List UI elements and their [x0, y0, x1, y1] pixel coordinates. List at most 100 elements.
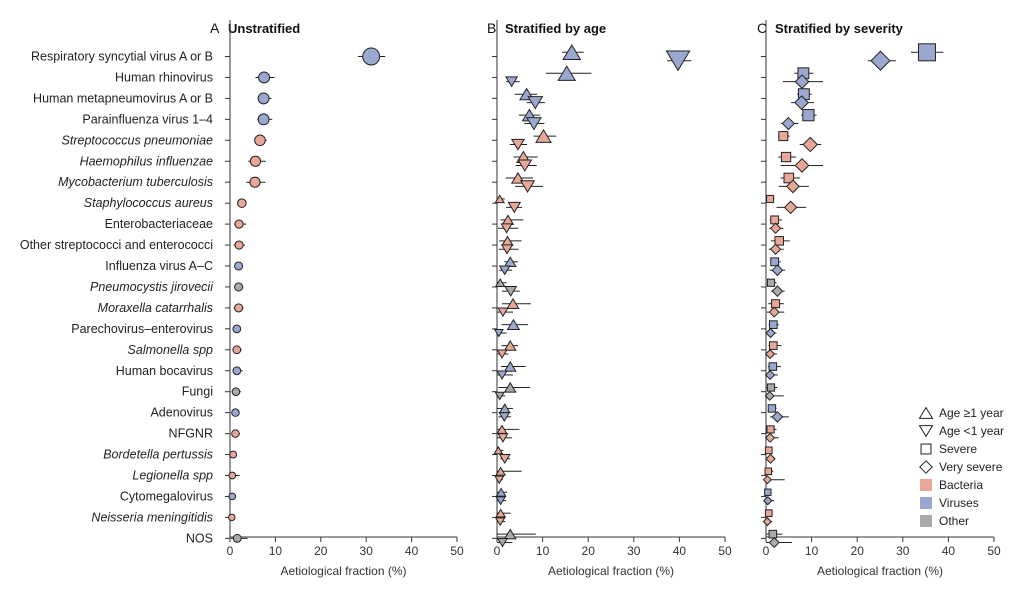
legend-swatch — [920, 497, 932, 509]
data-point — [254, 134, 266, 147]
data-point — [495, 496, 507, 506]
legend-marker — [919, 460, 933, 474]
panel-letter: B — [487, 20, 496, 36]
data-point — [510, 138, 526, 151]
x-tick-label: 20 — [851, 544, 865, 558]
data-point — [765, 432, 776, 443]
data-point — [517, 159, 533, 172]
data-point — [362, 47, 381, 66]
data-point — [258, 71, 271, 84]
data-point — [762, 475, 772, 485]
data-point — [498, 265, 511, 276]
data-point — [494, 278, 506, 287]
data-point — [496, 370, 508, 380]
data-point — [794, 158, 810, 173]
data-point — [770, 215, 780, 225]
data-point — [257, 113, 270, 126]
panel-letter: A — [210, 20, 220, 36]
x-axis-label: Aetiological fraction (%) — [548, 564, 674, 578]
data-point — [503, 339, 517, 351]
data-point — [769, 243, 782, 255]
data-point — [496, 538, 509, 548]
pathogen-label: Parechovirus–enterovirus — [71, 322, 213, 336]
data-point — [765, 369, 776, 381]
data-point — [783, 172, 795, 184]
legend-marker — [918, 425, 934, 438]
data-point — [535, 128, 552, 143]
pathogen-label: Salmonella spp — [128, 343, 214, 357]
legend-label: Severe — [939, 442, 977, 456]
data-point — [231, 429, 240, 438]
x-tick-label: 20 — [582, 544, 596, 558]
data-point — [766, 425, 775, 434]
data-point — [766, 194, 775, 203]
data-point — [764, 467, 773, 476]
pathogen-label: Neisseria meningitidis — [91, 510, 213, 524]
x-tick-label: 50 — [718, 544, 732, 558]
data-point — [503, 360, 517, 372]
data-point — [766, 383, 776, 392]
data-point — [506, 297, 520, 310]
x-tick-label: 30 — [627, 544, 641, 558]
x-tick-label: 10 — [805, 544, 819, 558]
data-point — [234, 303, 244, 313]
data-point — [500, 244, 514, 255]
data-point — [228, 471, 237, 480]
series-age-1-year — [493, 44, 592, 540]
data-point — [503, 528, 517, 540]
pathogen-label: Legionella spp — [132, 469, 213, 483]
data-point — [507, 201, 522, 214]
data-point — [665, 50, 691, 72]
data-point — [495, 466, 507, 476]
data-point — [917, 43, 936, 62]
pathogen-label: Streptococcus pneumoniae — [62, 133, 214, 147]
data-point — [496, 349, 508, 359]
data-point — [794, 95, 809, 110]
data-point — [498, 454, 511, 464]
data-point — [762, 517, 772, 527]
x-tick-label: 40 — [405, 544, 419, 558]
data-point — [232, 345, 242, 355]
legend-swatch — [920, 515, 932, 527]
data-point — [503, 381, 517, 393]
legend-marker — [918, 406, 934, 419]
data-point — [783, 200, 798, 215]
data-point — [231, 408, 240, 417]
data-point — [497, 433, 509, 443]
pathogen-label: Other streptococci and enterococci — [20, 238, 213, 252]
data-point — [249, 176, 261, 188]
data-point — [764, 390, 775, 401]
data-point — [768, 536, 780, 549]
data-point — [504, 285, 518, 297]
x-axis-label: Aetiological fraction (%) — [280, 564, 406, 578]
data-point — [802, 136, 819, 153]
data-point — [765, 348, 776, 360]
data-point — [767, 404, 777, 413]
x-tick-label: 10 — [269, 544, 283, 558]
data-point — [525, 117, 542, 131]
x-tick-label: 10 — [536, 544, 550, 558]
legend-label: Other — [939, 514, 969, 528]
data-point — [764, 488, 772, 496]
data-point — [778, 131, 789, 142]
panel-c: C Stratified by severity 0 10 20 30 40 50 Aetiol… — [757, 20, 1001, 578]
pathogen-label: Moraxella catarrhalis — [98, 301, 213, 315]
data-point — [232, 533, 242, 543]
pathogen-label: Respiratory syncytial virus A or B — [31, 50, 213, 64]
pathogen-label: Human rhinovirus — [115, 70, 213, 84]
pathogen-label: Haemophilus influenzae — [80, 154, 213, 168]
data-point — [557, 65, 577, 81]
panel-a: A Unstratified 0 10 20 30 40 50 Aetiological fra… — [210, 20, 464, 578]
data-point — [771, 264, 784, 277]
legend-swatch — [920, 479, 932, 491]
data-point — [768, 306, 780, 318]
pathogen-label: NFGNR — [169, 427, 213, 441]
panel-title: Stratified by age — [505, 21, 606, 36]
data-point — [234, 282, 244, 292]
x-tick-label: 50 — [450, 544, 464, 558]
data-point — [493, 329, 504, 338]
data-point — [768, 362, 778, 371]
x-tick-label: 0 — [494, 544, 501, 558]
legend: Age ≥1 year Age <1 year Severe Very severe B… — [918, 406, 1004, 528]
